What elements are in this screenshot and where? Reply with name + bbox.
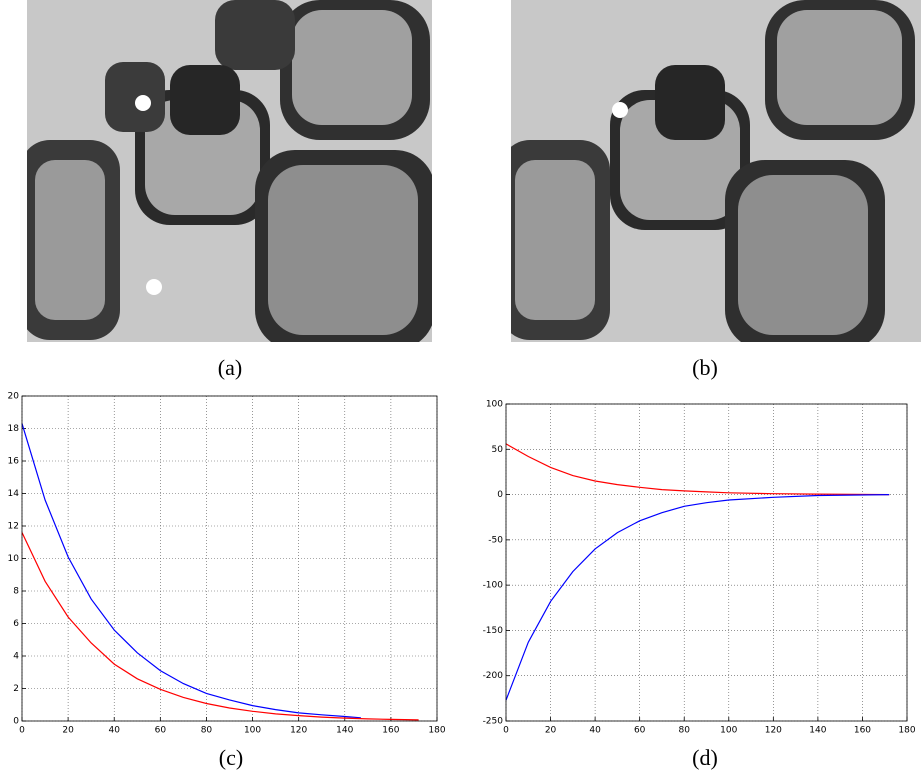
plot-frame xyxy=(21,395,438,722)
x-tick-label: 0 xyxy=(19,726,25,736)
y-tick-label: 12 xyxy=(8,522,19,532)
x-tick-label: 160 xyxy=(854,726,871,736)
y-tick-label: 16 xyxy=(8,457,20,467)
x-tick-label: 100 xyxy=(244,726,261,736)
x-tick-label: 180 xyxy=(428,726,445,736)
x-tick-label: 120 xyxy=(290,726,307,736)
y-tick-label: 6 xyxy=(13,619,19,629)
line-series xyxy=(21,532,419,721)
y-tick-label: 0 xyxy=(497,490,503,500)
y-tick-label: -250 xyxy=(483,717,504,727)
caption: (d) xyxy=(692,745,718,770)
caption: (c) xyxy=(219,745,243,770)
y-tick-label: -100 xyxy=(483,581,504,591)
y-tick-label: 100 xyxy=(486,400,503,410)
x-tick-label: 160 xyxy=(382,726,399,736)
x-tick-label: 60 xyxy=(155,726,167,736)
y-tick-label: 18 xyxy=(8,424,20,434)
y-tick-label: 0 xyxy=(13,717,19,727)
line-series xyxy=(505,443,890,496)
x-tick-label: 100 xyxy=(720,726,737,736)
caption: (b) xyxy=(692,355,718,380)
y-tick-label: -150 xyxy=(483,626,504,636)
x-tick-label: 40 xyxy=(108,726,120,736)
x-tick-label: 180 xyxy=(898,726,915,736)
y-tick-label: 50 xyxy=(492,445,504,455)
y-tick-label: 2 xyxy=(13,684,19,694)
y-tick-label: -50 xyxy=(488,535,503,545)
image-a xyxy=(27,0,432,342)
x-tick-label: 120 xyxy=(765,726,782,736)
x-tick-label: 40 xyxy=(589,726,601,736)
line-series xyxy=(21,423,361,719)
y-tick-label: 10 xyxy=(8,554,20,564)
image-b xyxy=(511,0,921,342)
x-tick-label: 60 xyxy=(634,726,646,736)
line-series xyxy=(505,494,890,701)
x-tick-label: 80 xyxy=(678,726,690,736)
plot-frame xyxy=(505,403,908,722)
y-tick-label: 4 xyxy=(13,652,19,662)
x-tick-label: 0 xyxy=(503,726,509,736)
y-tick-label: 20 xyxy=(8,392,20,402)
y-tick-label: -200 xyxy=(483,671,504,681)
x-tick-label: 80 xyxy=(201,726,213,736)
x-tick-label: 20 xyxy=(62,726,74,736)
caption: (a) xyxy=(218,355,242,380)
y-tick-label: 14 xyxy=(8,489,20,499)
x-tick-label: 140 xyxy=(336,726,353,736)
x-tick-label: 20 xyxy=(545,726,557,736)
y-tick-label: 8 xyxy=(13,587,19,597)
x-tick-label: 140 xyxy=(809,726,826,736)
